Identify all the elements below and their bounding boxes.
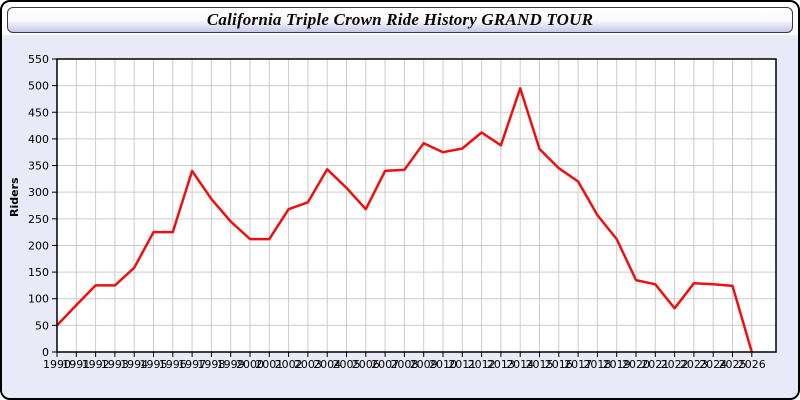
x-tick-label: 1998 [197, 358, 225, 371]
y-tick-label: 350 [28, 160, 49, 173]
x-tick-label: 2017 [564, 358, 592, 371]
x-tick-label: 2018 [583, 358, 611, 371]
line-chart-canvas: 0501001502002503003504004505005501990199… [2, 35, 798, 398]
x-tick-label: 2004 [313, 358, 341, 371]
y-tick-label: 300 [28, 186, 49, 199]
x-tick-label: 2007 [371, 358, 399, 371]
x-tick-label: 2026 [738, 358, 766, 371]
x-tick-label: 1994 [120, 358, 148, 371]
x-tick-label: 2003 [294, 358, 322, 371]
x-tick-label: 1996 [159, 358, 187, 371]
x-tick-label: 2016 [545, 358, 573, 371]
page-title: California Triple Crown Ride History GRA… [206, 10, 594, 29]
x-tick-label: 2001 [255, 358, 283, 371]
y-tick-label: 100 [28, 293, 49, 306]
plot-background [57, 59, 776, 352]
x-tick-label: 1997 [178, 358, 206, 371]
y-axis-label: Riders [8, 177, 21, 217]
x-tick-label: 2021 [641, 358, 669, 371]
x-tick-label: 2005 [333, 358, 361, 371]
x-tick-label: 2019 [603, 358, 631, 371]
x-tick-label: 1991 [62, 358, 90, 371]
y-tick-label: 50 [35, 319, 49, 332]
x-tick-label: 1995 [140, 358, 168, 371]
x-tick-label: 2013 [487, 358, 515, 371]
x-tick-label: 2006 [352, 358, 380, 371]
chart-area: 0 50 100 150 200 250 300 350 400 450 500 550 1990 199… [2, 35, 798, 398]
y-tick-label: 250 [28, 213, 49, 226]
x-tick-label: 2002 [275, 358, 303, 371]
x-tick-label: 1992 [82, 358, 110, 371]
x-tick-label: 1999 [217, 358, 245, 371]
x-tick-label: 2014 [506, 358, 534, 371]
x-tick-label: 2011 [448, 358, 476, 371]
title-bar: California Triple Crown Ride History GRA… [7, 7, 793, 33]
x-tick-label: 1990 [43, 358, 71, 371]
x-tick-label: 1993 [101, 358, 129, 371]
x-tick-label: 2023 [680, 358, 708, 371]
y-tick-label: 200 [28, 239, 49, 252]
x-tick-label: 2012 [468, 358, 496, 371]
x-tick-label: 2025 [719, 358, 747, 371]
y-tick-label: 450 [28, 106, 49, 119]
x-tick-label: 2015 [526, 358, 554, 371]
x-tick-label: 2010 [429, 358, 457, 371]
plot-frame [56, 58, 777, 353]
y-tick-label: 500 [28, 80, 49, 93]
x-tick-label: 2020 [622, 358, 650, 371]
y-tick-label: 150 [28, 266, 49, 279]
x-tick-label: 2000 [236, 358, 264, 371]
x-tick-label: 2009 [410, 358, 438, 371]
x-tick-label: 2024 [699, 358, 727, 371]
y-tick-label: 400 [28, 133, 49, 146]
x-tick-label: 2008 [390, 358, 418, 371]
x-tick-label: 2022 [661, 358, 689, 371]
y-tick-label: 0 [42, 346, 49, 359]
y-tick-label: 550 [28, 53, 49, 66]
riders-series-line [55, 87, 754, 354]
